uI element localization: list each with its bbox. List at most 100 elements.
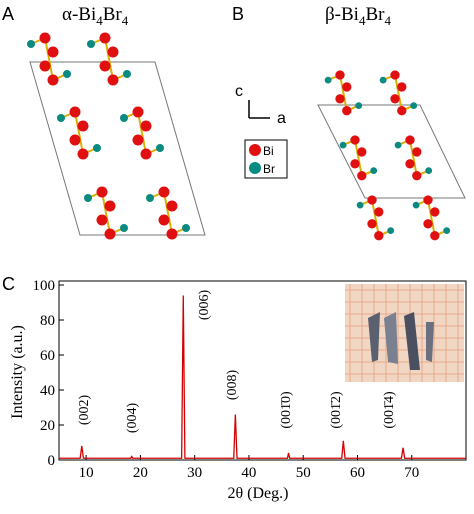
x-axis-label: 2θ (Deg.) bbox=[228, 485, 289, 502]
br-atom bbox=[93, 144, 101, 152]
y-tick-label: 20 bbox=[40, 418, 55, 434]
peak-label: (001̄4) bbox=[382, 391, 397, 429]
bi-atom bbox=[158, 214, 170, 226]
bi-atom bbox=[423, 219, 433, 229]
panel-title: α-Bi4Br4 bbox=[62, 4, 129, 28]
title-part: α-Bi bbox=[62, 4, 96, 25]
br-atom bbox=[146, 194, 154, 202]
bi-atom bbox=[158, 186, 170, 198]
br-atom bbox=[355, 102, 363, 109]
br-atom bbox=[156, 144, 164, 152]
bi-atom bbox=[390, 70, 400, 80]
bi-atom bbox=[357, 171, 367, 181]
unit-cell bbox=[29, 61, 206, 236]
bi-atom bbox=[430, 231, 440, 241]
peak-label: (001̄0) bbox=[279, 391, 294, 429]
br-atom bbox=[87, 40, 95, 48]
br-atom bbox=[370, 167, 378, 175]
bi-atom bbox=[412, 171, 422, 181]
bi-atom bbox=[96, 214, 108, 226]
br-atom bbox=[379, 76, 387, 84]
br-atom bbox=[394, 141, 402, 149]
bi-atom bbox=[107, 74, 119, 86]
br-atom bbox=[425, 167, 433, 175]
bi-atom bbox=[357, 147, 367, 157]
unit-cell bbox=[317, 104, 466, 199]
atoms bbox=[27, 32, 451, 241]
x-tick-label: 70 bbox=[404, 465, 419, 481]
bi-atom bbox=[342, 82, 352, 92]
bond bbox=[354, 139, 363, 176]
br-atom bbox=[356, 201, 364, 209]
title-part: 4 bbox=[384, 13, 391, 28]
bond bbox=[339, 74, 348, 111]
bi-atom bbox=[397, 82, 407, 92]
chart: 0 20 40 60 80 100 10 20 30 40 50 60 70 (002) (004) (006… bbox=[33, 278, 467, 481]
legend-label: Br bbox=[263, 162, 275, 176]
legend-swatch bbox=[249, 162, 261, 174]
x-tick-label: 30 bbox=[187, 465, 202, 481]
br-atom bbox=[324, 76, 332, 84]
peak-label: (008) bbox=[225, 370, 240, 401]
bi-atom bbox=[104, 200, 116, 212]
axis-name: a bbox=[277, 110, 286, 127]
bi-atom bbox=[96, 186, 108, 198]
y-axis-label: Intensity (a.u.) bbox=[9, 325, 26, 419]
bi-atom bbox=[350, 159, 360, 169]
peak-label: (004) bbox=[125, 403, 140, 434]
bi-atom bbox=[335, 70, 345, 80]
legend-label: Bi bbox=[263, 144, 274, 158]
bond bbox=[44, 37, 54, 81]
bi-atom bbox=[47, 46, 59, 58]
br-atom bbox=[443, 227, 451, 235]
bi-atom bbox=[107, 46, 119, 58]
br-atom bbox=[387, 227, 395, 235]
plot-frame bbox=[58, 280, 467, 461]
legend-box bbox=[244, 139, 288, 179]
y-tick-label: 80 bbox=[40, 313, 55, 329]
bi-atom bbox=[39, 32, 51, 44]
title-part: 4 bbox=[96, 13, 103, 28]
title-part: 4 bbox=[359, 13, 366, 28]
crystal bbox=[404, 312, 420, 370]
bi-atom bbox=[374, 231, 384, 241]
bi-atom bbox=[405, 135, 415, 145]
y-tick-label: 0 bbox=[48, 453, 56, 469]
axis-name: c bbox=[235, 83, 243, 100]
bi-atom bbox=[132, 106, 144, 118]
bi-atom bbox=[69, 134, 81, 146]
bi-atom bbox=[397, 106, 407, 116]
br-atom bbox=[120, 114, 128, 122]
title-part: Br bbox=[103, 4, 123, 25]
y-tick-label: 40 bbox=[40, 383, 55, 399]
bond bbox=[427, 199, 436, 236]
title-part: Br bbox=[365, 4, 385, 25]
bi-atom bbox=[77, 148, 89, 160]
panel-label: C bbox=[2, 274, 15, 294]
bi-atom bbox=[47, 74, 59, 86]
bond bbox=[74, 111, 84, 155]
bi-atom bbox=[367, 195, 377, 205]
bi-atom bbox=[390, 94, 400, 104]
x-tick-label: 50 bbox=[296, 465, 311, 481]
bi-atom bbox=[77, 120, 89, 132]
bi-atom bbox=[69, 106, 81, 118]
bi-atom bbox=[405, 159, 415, 169]
br-atom bbox=[27, 40, 35, 48]
bi-atom bbox=[335, 94, 345, 104]
legend-swatch bbox=[249, 144, 261, 156]
bi-atom bbox=[166, 200, 178, 212]
x-tick-label: 40 bbox=[241, 465, 256, 481]
br-atom bbox=[339, 141, 347, 149]
bi-atom bbox=[367, 219, 377, 229]
bi-atom bbox=[99, 60, 111, 72]
bi-atom bbox=[166, 228, 178, 240]
bi-atom bbox=[350, 135, 360, 145]
y-tick-label: 60 bbox=[40, 348, 55, 364]
bi-atom bbox=[104, 228, 116, 240]
br-atom bbox=[182, 224, 190, 232]
br-atom bbox=[412, 201, 420, 209]
peak-label: (001̄2) bbox=[329, 391, 344, 429]
br-atom bbox=[123, 70, 131, 78]
